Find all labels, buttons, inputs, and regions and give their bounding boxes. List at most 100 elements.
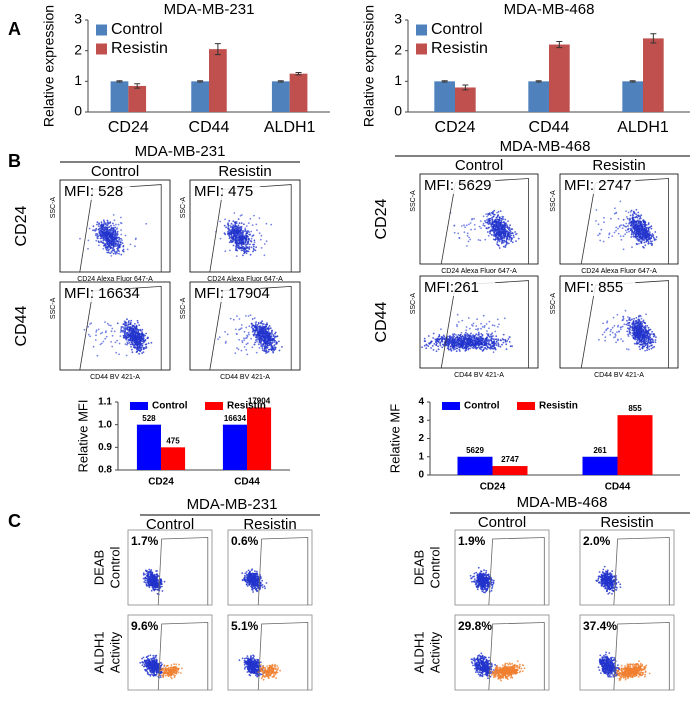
cell-dot xyxy=(125,338,128,340)
cell-dot xyxy=(122,248,125,251)
cell-dot xyxy=(147,575,149,578)
cell-dot xyxy=(109,245,111,248)
cell-dot xyxy=(232,244,235,247)
cell-dot xyxy=(104,321,106,323)
cell-dot xyxy=(110,330,113,333)
cell-dot xyxy=(616,313,619,316)
cell-dot xyxy=(635,213,637,216)
x-axis-label: CD44 BV 421-A xyxy=(454,372,504,379)
cell-dot xyxy=(237,224,240,227)
cell-dot xyxy=(501,229,503,232)
cell-dot xyxy=(643,225,646,228)
cell-dot xyxy=(490,333,493,336)
cell-dot xyxy=(253,317,256,320)
cell-dot xyxy=(132,328,134,331)
cell-dot xyxy=(622,315,625,318)
cell-dot xyxy=(610,217,612,220)
cell-dot xyxy=(641,238,644,240)
cell-dot xyxy=(110,233,113,236)
cell-dot xyxy=(650,235,653,238)
cell-dot xyxy=(632,233,635,236)
x-axis-label: CD24 Alexa Fluor 647-A xyxy=(441,268,517,275)
bar xyxy=(191,81,209,112)
cell-dot xyxy=(97,237,99,240)
cell-dot xyxy=(620,224,622,227)
cell-dot xyxy=(493,225,496,228)
cell-dot xyxy=(125,354,128,357)
cell-dot xyxy=(251,235,254,238)
cell-dot xyxy=(112,240,115,243)
cell-dot xyxy=(92,345,95,348)
cell-dot xyxy=(100,241,103,244)
cell-dot xyxy=(639,220,641,223)
cell-dot xyxy=(249,233,252,236)
mfi-bg xyxy=(62,183,131,200)
bar xyxy=(161,447,186,470)
cell-dot xyxy=(245,236,248,239)
x-tick-label: ALDH1 xyxy=(264,119,316,136)
column-header: Control xyxy=(455,157,503,174)
cell-dot xyxy=(134,245,136,248)
cell-dot xyxy=(463,224,465,227)
cell-dot xyxy=(219,220,222,223)
cell-dot xyxy=(453,224,456,227)
x-tick-label: CD24 xyxy=(108,119,149,136)
cell-dot xyxy=(238,338,241,341)
cell-dot xyxy=(647,242,650,245)
cell-dot xyxy=(508,229,511,232)
cell-dot xyxy=(249,314,252,316)
cell-dot xyxy=(597,223,600,226)
cell-dot xyxy=(654,231,657,233)
group-title: MDA-MB-468 xyxy=(500,138,591,155)
cell-dot xyxy=(619,235,622,238)
cell-dot xyxy=(133,338,136,340)
cell-dot xyxy=(514,231,516,233)
cell-dot xyxy=(244,228,247,231)
cell-dot xyxy=(267,330,270,333)
cell-dot xyxy=(101,235,104,237)
cell-dot xyxy=(247,250,250,253)
cell-dot xyxy=(230,232,233,235)
cell-dot xyxy=(245,250,248,253)
cell-dot xyxy=(141,328,144,331)
cell-dot xyxy=(489,229,492,232)
cell-dot xyxy=(597,234,599,237)
cell-dot xyxy=(240,233,243,236)
cell-dot xyxy=(496,235,498,238)
cell-dot xyxy=(642,235,644,237)
cell-dot xyxy=(232,225,235,227)
cell-dot xyxy=(624,233,627,236)
cell-dot xyxy=(461,337,464,340)
row-label: DEAB xyxy=(91,550,106,585)
cell-dot xyxy=(142,347,145,350)
cell-dot xyxy=(103,234,106,236)
cell-dot xyxy=(107,221,110,224)
cell-dot xyxy=(639,333,642,336)
y-tick-label: 0.8 xyxy=(98,465,112,476)
cell-dot xyxy=(485,221,487,224)
cell-dot xyxy=(120,237,122,240)
cell-dot xyxy=(131,348,133,351)
cell-dot xyxy=(265,222,268,225)
cell-dot xyxy=(452,349,455,351)
cell-dot xyxy=(128,332,131,335)
cell-dot xyxy=(451,346,454,349)
cell-dot xyxy=(242,248,245,251)
cell-dot xyxy=(236,245,239,247)
cell-dot xyxy=(641,346,644,349)
cell-dot xyxy=(466,341,469,343)
cell-dot xyxy=(238,231,240,234)
x-axis-label: CD24 Alexa Fluor 647-A xyxy=(207,276,283,283)
cell-dot xyxy=(110,255,113,257)
cell-dot xyxy=(224,342,227,344)
cell-dot xyxy=(490,233,493,236)
cell-dot xyxy=(494,238,497,241)
cell-dot xyxy=(453,337,455,340)
cell-dot xyxy=(455,350,458,353)
cell-dot xyxy=(265,582,268,584)
cell-dot xyxy=(502,341,505,344)
cell-dot xyxy=(239,238,242,241)
cell-dot xyxy=(517,237,520,240)
cell-dot xyxy=(235,242,238,245)
cell-dot xyxy=(606,321,608,324)
